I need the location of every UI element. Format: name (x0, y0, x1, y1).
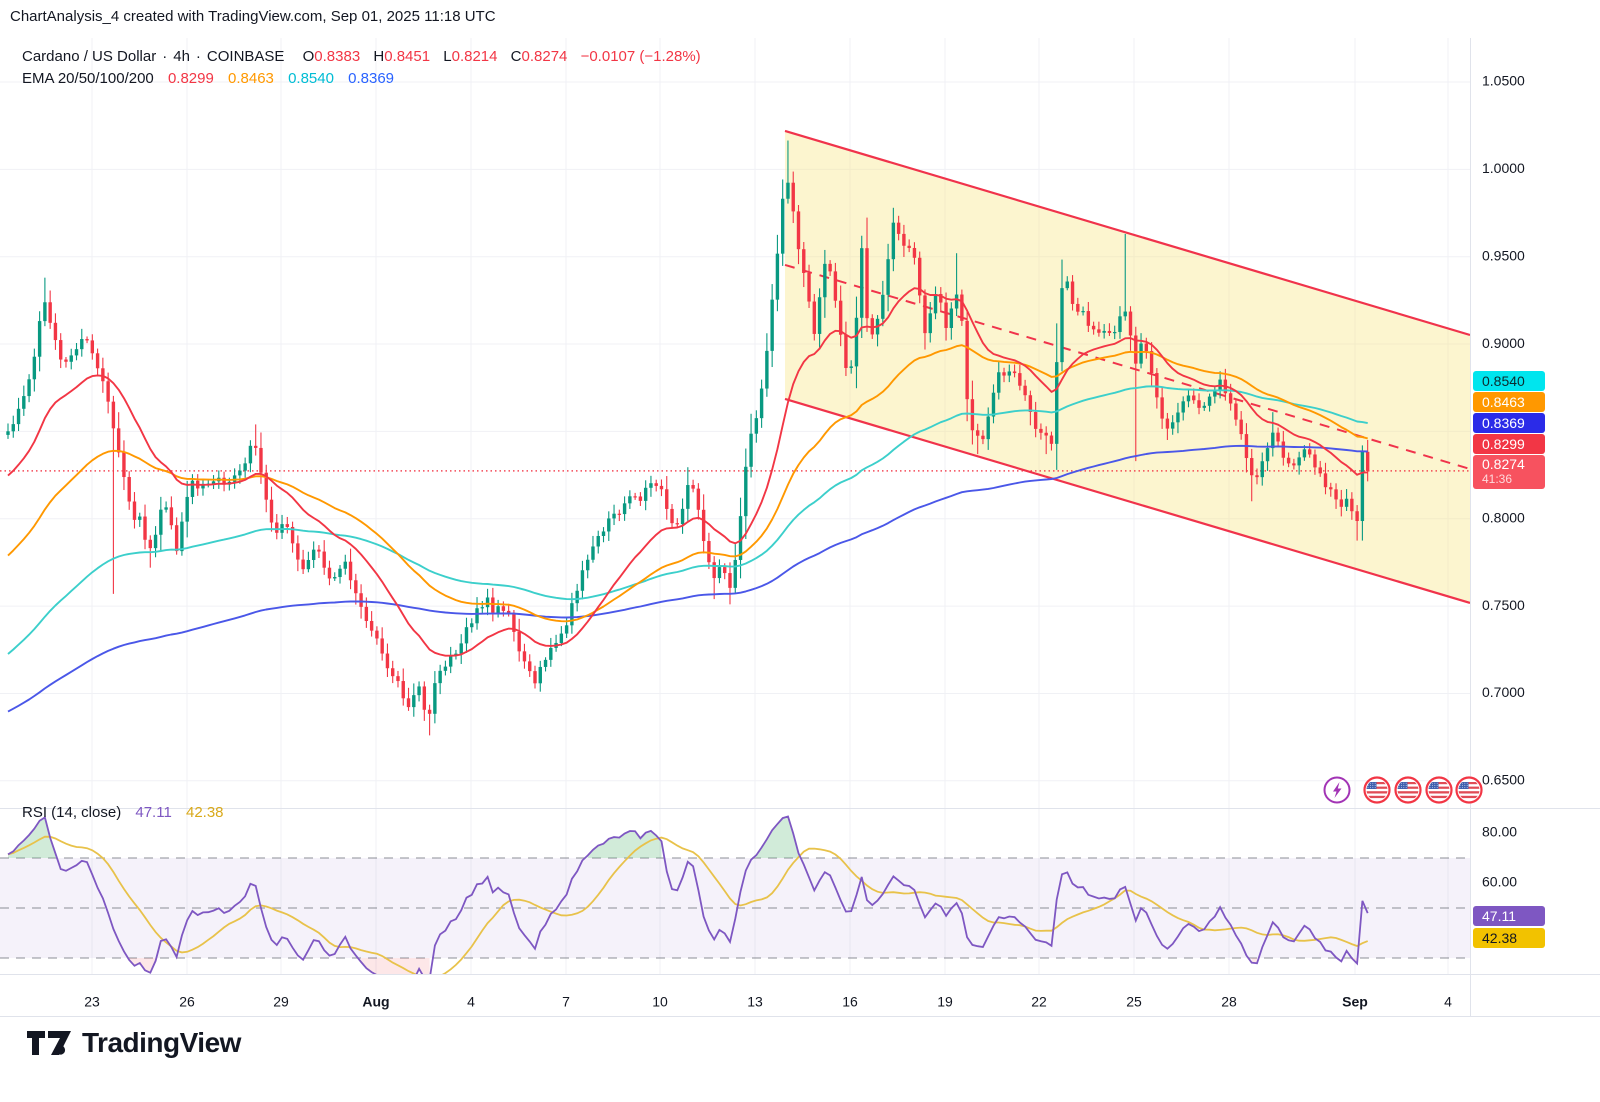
time-axis-label: 4 (467, 994, 475, 1010)
ema100-value: 0.8540 (288, 70, 334, 87)
pane-separators[interactable] (0, 38, 1600, 1017)
separator-dot: · (162, 48, 168, 65)
ema50-value: 0.8463 (228, 70, 274, 87)
us-flag-event-icon[interactable] (1455, 776, 1483, 804)
low-label: L (443, 48, 452, 65)
ema200-badge: 0.8369 (1473, 413, 1545, 433)
rsi-ma-badge: 42.38 (1473, 928, 1545, 948)
price-axis-label: 0.7000 (1482, 684, 1525, 700)
us-flag-event-icon[interactable] (1363, 776, 1391, 804)
lightning-event-icon[interactable] (1323, 776, 1351, 804)
rsi-label: RSI (14, close) (22, 804, 122, 821)
ema-label: EMA 20/50/100/200 (22, 70, 154, 87)
close-value: 0.8274 (521, 48, 568, 65)
time-axis-label: 22 (1031, 994, 1047, 1010)
time-axis-label: Aug (362, 994, 389, 1010)
tradingview-logo-icon (27, 1031, 71, 1055)
time-axis[interactable]: 23 26 29 Aug 4 7 10 13 16 19 22 25 28 Sep 4 (84, 994, 1452, 1010)
time-axis-label: 29 (273, 994, 289, 1010)
rsi-line (7, 815, 1369, 974)
time-axis-label: Sep (1342, 994, 1368, 1010)
time-axis-label: 28 (1221, 994, 1237, 1010)
time-axis-label: 7 (562, 994, 570, 1010)
price-axis[interactable]: 1.0500 1.0000 0.9500 0.9000 0.8000 0.7500 0.70… (1482, 73, 1525, 890)
ema20-line (7, 287, 1368, 657)
tradingview-logo[interactable]: TradingView (26, 1024, 241, 1062)
price-axis-label: 1.0000 (1482, 160, 1525, 176)
price-axis-label: 0.8000 (1482, 509, 1525, 525)
ema100-badge: 0.8540 (1473, 371, 1545, 391)
ema200-line (7, 444, 1368, 713)
time-axis-label: 13 (747, 994, 763, 1010)
time-axis-label: 4 (1444, 994, 1452, 1010)
price-axis-label: 0.9500 (1482, 247, 1525, 263)
us-flag-event-icon[interactable] (1425, 776, 1453, 804)
time-axis-label: 26 (179, 994, 195, 1010)
price-axis-label: 1.0500 (1482, 73, 1525, 89)
time-axis-label: 16 (842, 994, 858, 1010)
time-axis-label: 10 (652, 994, 668, 1010)
rsi-axis-label: 60.00 (1482, 874, 1517, 890)
event-icons (1323, 776, 1483, 804)
price-axis-label: 0.6500 (1482, 772, 1525, 788)
change-value: −0.0107 (−1.28%) (580, 48, 701, 65)
ema-legend[interactable]: EMA 20/50/100/200 0.8299 0.8463 0.8540 0… (22, 70, 394, 87)
rsi-axis-label: 80.00 (1482, 824, 1517, 840)
rsi-value-badge: 47.11 (1473, 906, 1545, 926)
open-label: O (302, 48, 315, 65)
time-axis-label: 25 (1126, 994, 1142, 1010)
rsi-ma-value: 42.38 (185, 804, 224, 821)
chart-title: ChartAnalysis_4 created with TradingView… (0, 0, 1600, 34)
us-flag-event-icon[interactable] (1394, 776, 1422, 804)
last-price-value: 0.8274 (1482, 456, 1525, 472)
symbol-legend[interactable]: Cardano / US Dollar · 4h · COINBASE O0.8383 … (22, 48, 701, 65)
rsi-ma-line (7, 835, 1369, 974)
rsi-legend[interactable]: RSI (14, close) 47.11 42.38 (22, 804, 224, 821)
bar-countdown: 41:36 (1482, 472, 1513, 486)
ema20-value: 0.8299 (167, 70, 214, 87)
high-value: 0.8451 (384, 48, 431, 65)
price-axis-label: 0.9000 (1482, 335, 1525, 351)
low-value: 0.8214 (451, 48, 498, 65)
close-label: C (510, 48, 522, 65)
high-label: H (373, 48, 385, 65)
ema20-badge: 0.8299 (1473, 434, 1545, 454)
time-axis-label: 23 (84, 994, 100, 1010)
rsi-value: 47.11 (135, 804, 172, 821)
interval-label: 4h (173, 48, 190, 65)
ema100-line (7, 385, 1368, 655)
tradingview-logo-text: TradingView (82, 1027, 241, 1058)
symbol-name: Cardano / US Dollar (22, 48, 157, 65)
price-axis-label: 0.7500 (1482, 597, 1525, 613)
parallel-channel-drawing[interactable] (784, 129, 1470, 605)
open-value: 0.8383 (314, 48, 361, 65)
ema50-line (7, 344, 1368, 623)
exchange-label: COINBASE (206, 48, 285, 65)
ema50-badge: 0.8463 (1473, 392, 1545, 412)
gridlines (0, 38, 1470, 974)
time-axis-label: 19 (937, 994, 953, 1010)
rsi-pane (0, 815, 1470, 974)
ema200-value: 0.8369 (348, 70, 395, 87)
separator-dot: · (195, 48, 201, 65)
last-price-badge: 0.8274 41:36 (1473, 455, 1545, 489)
